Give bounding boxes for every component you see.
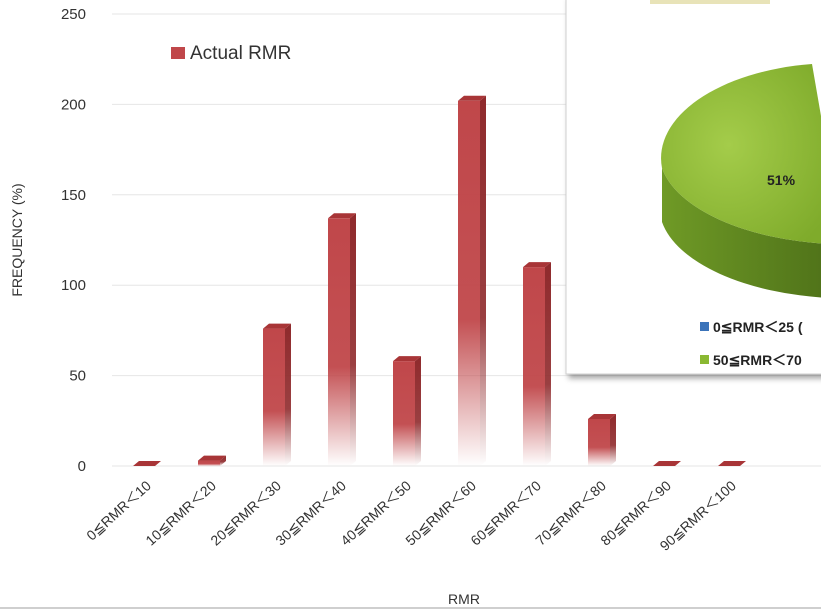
legend-label-actual-rmr: Actual RMR [190, 43, 291, 64]
bar [133, 461, 161, 466]
bar [263, 323, 291, 466]
bar-front [263, 328, 285, 466]
bar-top [458, 95, 486, 101]
bar-side [220, 455, 226, 466]
bar-side [480, 95, 486, 466]
bar [588, 413, 616, 466]
bar-front [588, 418, 610, 466]
bar-top [718, 461, 746, 466]
bar-front [198, 460, 220, 466]
inset-legend-label-2: 50≦RMR＜70 [713, 352, 802, 368]
bar [523, 262, 551, 466]
bar [328, 213, 356, 466]
pie-slice-pct-label: 51% [767, 172, 796, 188]
bar [198, 455, 226, 466]
bar-top [198, 455, 226, 461]
bar-side [285, 323, 291, 466]
y-tick-label: 0 [78, 458, 86, 475]
y-tick-label: 50 [69, 368, 86, 385]
bar-front [393, 361, 415, 466]
legend: Actual RMR [171, 43, 291, 64]
bar [653, 461, 681, 466]
x-axis-categories: 0≦RMR＜1010≦RMR＜2020≦RMR＜3030≦RMR＜4040≦RM… [83, 477, 739, 554]
x-category-label: 0≦RMR＜10 [83, 477, 154, 543]
bar-front [523, 267, 545, 466]
inset-legend-swatch-green [700, 355, 709, 364]
pie-slice-depth [662, 168, 821, 298]
bar-side [350, 213, 356, 466]
bar-top [393, 356, 421, 362]
bar-side [545, 262, 551, 466]
bar-side [415, 356, 421, 466]
y-tick-label: 100 [61, 277, 86, 294]
y-axis-title: FREQUENCY (%) [9, 183, 25, 296]
y-tick-label: 250 [61, 6, 86, 23]
y-tick-label: 150 [61, 187, 86, 204]
bars [133, 95, 746, 466]
bar-top [588, 413, 616, 419]
bar-top [523, 262, 551, 268]
inset-title-fragment [650, 0, 770, 4]
bar-front [458, 100, 480, 466]
inset-legend-swatch-blue [700, 322, 709, 331]
bar-top [263, 323, 291, 329]
bar [718, 461, 746, 466]
y-tick-label: 200 [61, 96, 86, 113]
inset-legend-label-1: 0≦RMR＜25 ( [713, 319, 803, 335]
bar-front [328, 218, 350, 466]
y-axis-ticks: 0 50 100 150 200 250 [61, 6, 86, 475]
legend-swatch-actual-rmr [171, 47, 185, 59]
bar-side [610, 413, 616, 466]
inset-pie-panel: 51% 0≦RMR＜25 ( 50≦RMR＜70 [565, 0, 821, 375]
bar-top [653, 461, 681, 466]
bar [458, 95, 486, 466]
bar-top [133, 461, 161, 466]
pie-slice-green [661, 64, 821, 244]
x-axis-title: RMR [448, 591, 480, 607]
bar [393, 356, 421, 466]
bar-top [328, 213, 356, 219]
